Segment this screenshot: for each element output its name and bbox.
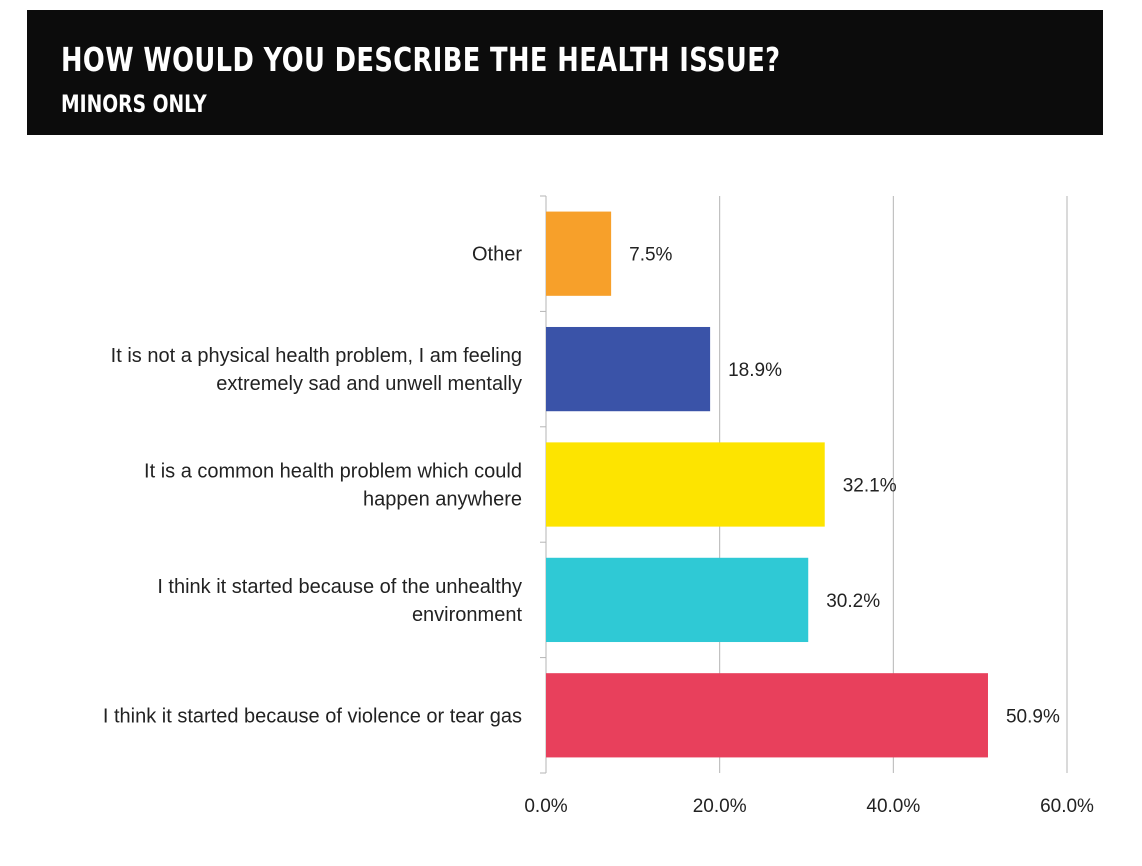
category-label: I think it started because of the unheal… <box>157 576 522 626</box>
data-label: 7.5% <box>629 245 672 266</box>
category-label-line: It is a common health problem which coul… <box>144 461 522 483</box>
category-label-line: It is not a physical health problem, I a… <box>111 345 522 367</box>
bar <box>546 673 988 758</box>
category-label-line: I think it started because of violence o… <box>103 705 522 727</box>
category-label-line: extremely sad and unwell mentally <box>216 373 522 395</box>
category-label: Other <box>472 244 522 266</box>
category-label: I think it started because of violence o… <box>103 705 522 727</box>
data-label: 30.2% <box>826 591 880 612</box>
category-label-line: I think it started because of the unheal… <box>157 576 522 598</box>
category-label-line: environment <box>412 604 523 626</box>
chart-subtitle: MINORS ONLY <box>61 90 207 118</box>
x-tick-label: 40.0% <box>866 796 920 817</box>
category-label-line: happen anywhere <box>363 489 522 511</box>
data-label: 18.9% <box>728 360 782 381</box>
bar <box>546 442 825 527</box>
category-label-line: Other <box>472 244 522 266</box>
x-tick-label: 60.0% <box>1040 796 1094 817</box>
x-tick-label: 20.0% <box>693 796 747 817</box>
title-banner: HOW WOULD YOU DESCRIBE THE HEALTH ISSUE?… <box>27 10 1103 135</box>
bar <box>546 211 612 296</box>
bar <box>546 326 711 412</box>
data-label: 32.1% <box>843 476 897 497</box>
category-label: It is a common health problem which coul… <box>144 461 522 511</box>
category-label: It is not a physical health problem, I a… <box>111 345 522 395</box>
chart-title: HOW WOULD YOU DESCRIBE THE HEALTH ISSUE? <box>61 40 781 79</box>
x-tick-label: 0.0% <box>524 796 567 817</box>
bar <box>546 557 809 643</box>
data-label: 50.9% <box>1006 706 1060 727</box>
